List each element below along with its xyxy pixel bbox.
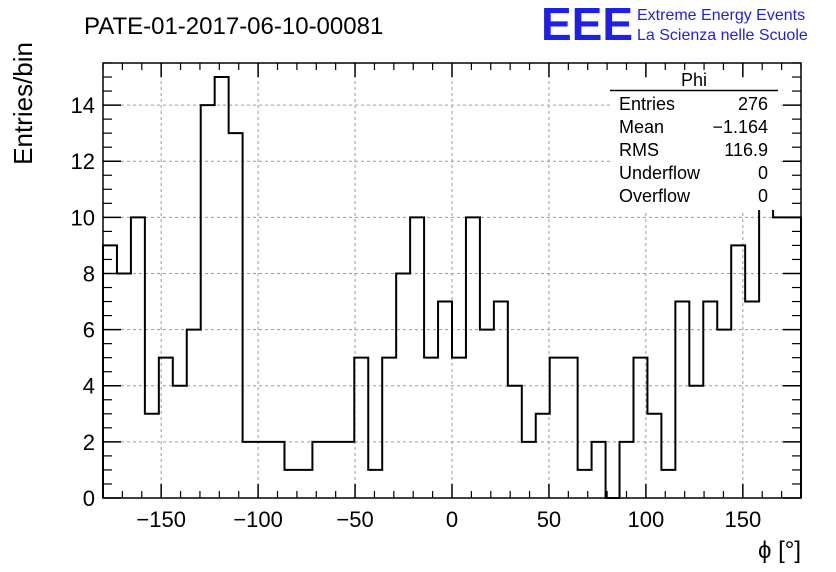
histogram-bin bbox=[354, 358, 368, 498]
histogram-bin bbox=[536, 414, 550, 498]
histogram-bin bbox=[675, 302, 689, 498]
stats-title: Phi bbox=[681, 70, 707, 90]
y-tick-label: 8 bbox=[83, 261, 95, 286]
histogram-bin bbox=[382, 358, 396, 498]
stats-box: Phi Entries 276 Mean −1.164 RMS 116.9 Underflo… bbox=[610, 70, 778, 210]
histogram-bin bbox=[243, 442, 257, 498]
histogram-bin bbox=[564, 358, 578, 498]
histogram-bin bbox=[298, 470, 312, 498]
histogram-bars bbox=[102, 76, 802, 499]
histogram-bin bbox=[438, 302, 452, 498]
y-axis-label: Entries/bin bbox=[8, 42, 38, 165]
y-tick-label: 2 bbox=[83, 430, 95, 455]
stats-value: 116.9 bbox=[724, 140, 768, 160]
stats-value: 0 bbox=[758, 163, 768, 183]
axis-ticks: −150 −100 −50 0 50 100 150 0 2 4 6 8 10 12 14 bbox=[71, 62, 802, 532]
histogram-bin bbox=[773, 217, 787, 498]
y-tick-label: 12 bbox=[71, 149, 95, 174]
stats-label: Mean bbox=[619, 117, 664, 137]
histogram-bin bbox=[131, 217, 145, 498]
y-tick-label: 10 bbox=[71, 205, 95, 230]
histogram-bin bbox=[201, 105, 215, 498]
histogram-bin bbox=[229, 133, 243, 498]
stats-label: Overflow bbox=[619, 186, 691, 206]
histogram-bin bbox=[145, 414, 159, 498]
x-tick-label: 0 bbox=[446, 507, 458, 532]
stats-label: RMS bbox=[619, 140, 659, 160]
stats-value: 0 bbox=[758, 186, 768, 206]
histogram-bin bbox=[410, 217, 424, 498]
histogram-bin bbox=[578, 470, 592, 498]
logo-line-2: La Scienza nelle Scuole bbox=[637, 27, 808, 44]
histogram-bin bbox=[340, 442, 354, 498]
stats-value: −1.164 bbox=[712, 117, 768, 137]
histogram-bin bbox=[703, 302, 717, 498]
histogram-outline bbox=[102, 76, 802, 499]
histogram-bin bbox=[215, 77, 229, 498]
y-tick-label: 0 bbox=[83, 486, 95, 511]
histogram-bin bbox=[480, 330, 494, 498]
histogram-bin bbox=[494, 302, 508, 498]
histogram-bin bbox=[522, 442, 536, 498]
histogram-bin bbox=[661, 470, 675, 498]
x-tick-label: 50 bbox=[537, 507, 561, 532]
histogram-bin bbox=[466, 217, 480, 498]
x-tick-label: 150 bbox=[724, 507, 761, 532]
x-tick-label: −50 bbox=[336, 507, 373, 532]
x-tick-label: 100 bbox=[628, 507, 665, 532]
histogram-bin bbox=[592, 442, 606, 498]
histogram-bin bbox=[424, 358, 438, 498]
x-tick-label: −100 bbox=[233, 507, 283, 532]
logo-line-1: Extreme Energy Events bbox=[637, 7, 805, 24]
histogram-bin bbox=[745, 302, 759, 498]
histogram-bin bbox=[633, 358, 647, 498]
y-tick-label: 6 bbox=[83, 318, 95, 343]
histogram-bin bbox=[271, 442, 285, 498]
histogram-bin bbox=[159, 358, 173, 498]
histogram-bin bbox=[452, 358, 466, 498]
stats-rows: Entries 276 Mean −1.164 RMS 116.9 Underflow 0 Ov… bbox=[619, 94, 768, 206]
stats-label: Underflow bbox=[619, 163, 701, 183]
stats-label: Entries bbox=[619, 94, 675, 114]
logo-mark: EEE bbox=[541, 0, 633, 50]
x-tick-label: −150 bbox=[136, 507, 186, 532]
histogram-bin bbox=[368, 470, 382, 498]
histogram-bin bbox=[717, 330, 731, 498]
histogram-bin bbox=[550, 358, 564, 498]
y-tick-label: 14 bbox=[71, 93, 95, 118]
histogram-bin bbox=[173, 386, 187, 498]
y-tick-label: 4 bbox=[83, 374, 95, 399]
stats-value: 276 bbox=[738, 94, 768, 114]
x-axis-label: ϕ [°] bbox=[758, 537, 801, 564]
histogram-bin bbox=[647, 414, 661, 498]
histogram-bin bbox=[620, 442, 634, 498]
chart-title: PATE-01-2017-06-10-00081 bbox=[84, 13, 383, 40]
histogram-bin bbox=[326, 442, 340, 498]
eee-logo: EEE Extreme Energy Events La Scienza nel… bbox=[541, 0, 808, 50]
histogram-bin bbox=[312, 442, 326, 498]
histogram-bin bbox=[187, 330, 201, 498]
